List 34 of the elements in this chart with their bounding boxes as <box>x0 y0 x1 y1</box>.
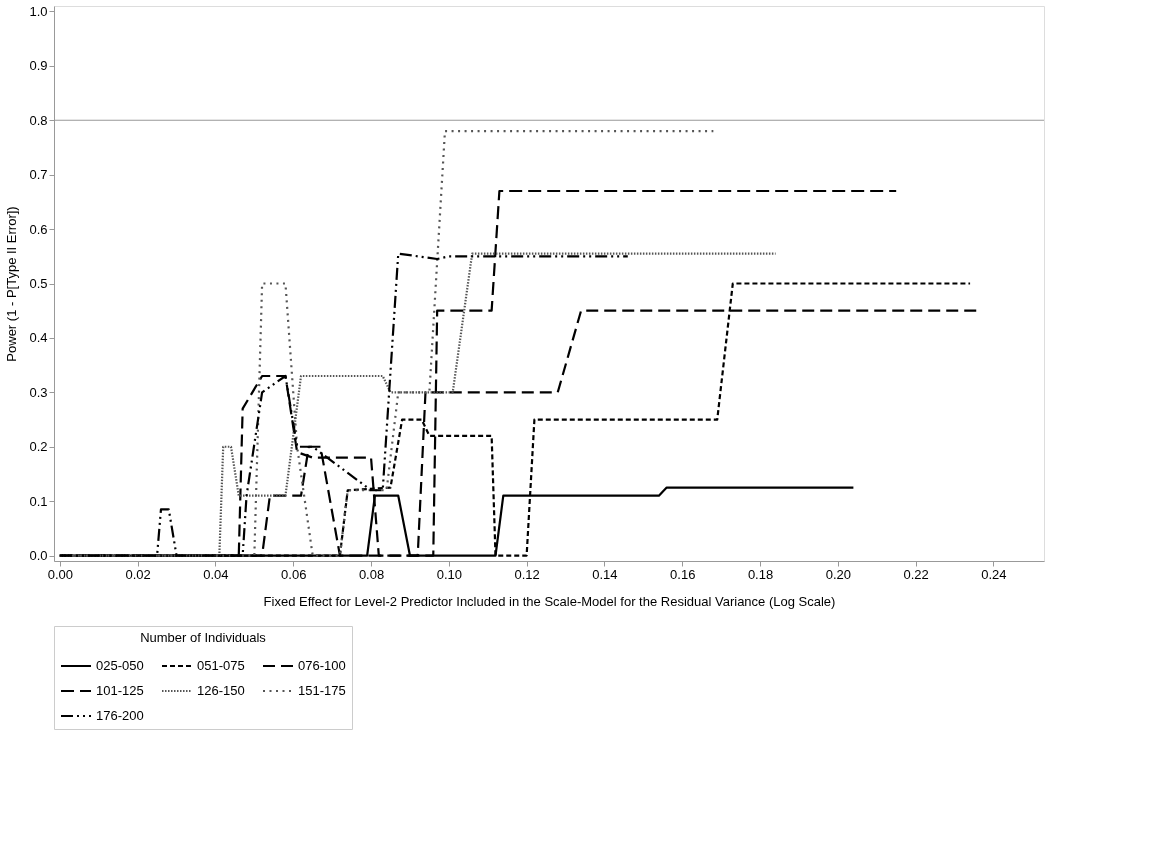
y-tick-label: 0.2 <box>29 439 48 455</box>
x-tick-label: 0.04 <box>203 566 229 582</box>
legend-label: 051-075 <box>197 658 245 673</box>
x-tick-label: 0.16 <box>670 566 696 582</box>
y-tick-label: 0.4 <box>29 330 48 346</box>
x-tick-label: 0.12 <box>514 566 540 582</box>
y-tick-label: 0.0 <box>29 548 48 564</box>
legend-label: 101-125 <box>96 683 144 698</box>
legend-label: 126-150 <box>197 683 245 698</box>
x-tick-label: 0.24 <box>981 566 1007 582</box>
legend-label: 025-050 <box>96 658 144 673</box>
x-tick-label: 0.10 <box>436 566 462 582</box>
x-tick-label: 0.02 <box>125 566 151 582</box>
legend-title: Number of Individuals <box>140 630 267 645</box>
legend-label: 176-200 <box>96 708 144 723</box>
y-tick-label: 0.7 <box>29 167 48 183</box>
x-axis-title: Fixed Effect for Level-2 Predictor Included in the Scale-Model for the Residual Variance (Log Scale) <box>263 593 836 609</box>
y-tick-label: 0.6 <box>29 221 48 237</box>
y-tick-label: 0.3 <box>29 384 48 400</box>
legend-label: 151-175 <box>298 683 346 698</box>
x-tick-label: 0.22 <box>903 566 929 582</box>
y-tick-label: 0.8 <box>29 112 48 128</box>
x-tick-label: 0.08 <box>358 566 385 582</box>
x-tick-label: 0.06 <box>281 566 307 582</box>
y-tick-label: 1.0 <box>29 3 48 19</box>
legend-label: 076-100 <box>298 658 346 673</box>
y-tick-label: 0.5 <box>29 276 48 291</box>
x-tick-label: 0.14 <box>592 566 618 582</box>
x-tick-label: 0.18 <box>747 566 774 582</box>
x-tick-label: 0.20 <box>825 566 851 582</box>
y-tick-label: 0.9 <box>29 58 48 74</box>
x-tick-label: 0.00 <box>47 566 73 582</box>
y-tick-label: 0.1 <box>29 493 48 509</box>
y-axis-title: Power (1 - P[Type II Error]) <box>4 206 20 362</box>
